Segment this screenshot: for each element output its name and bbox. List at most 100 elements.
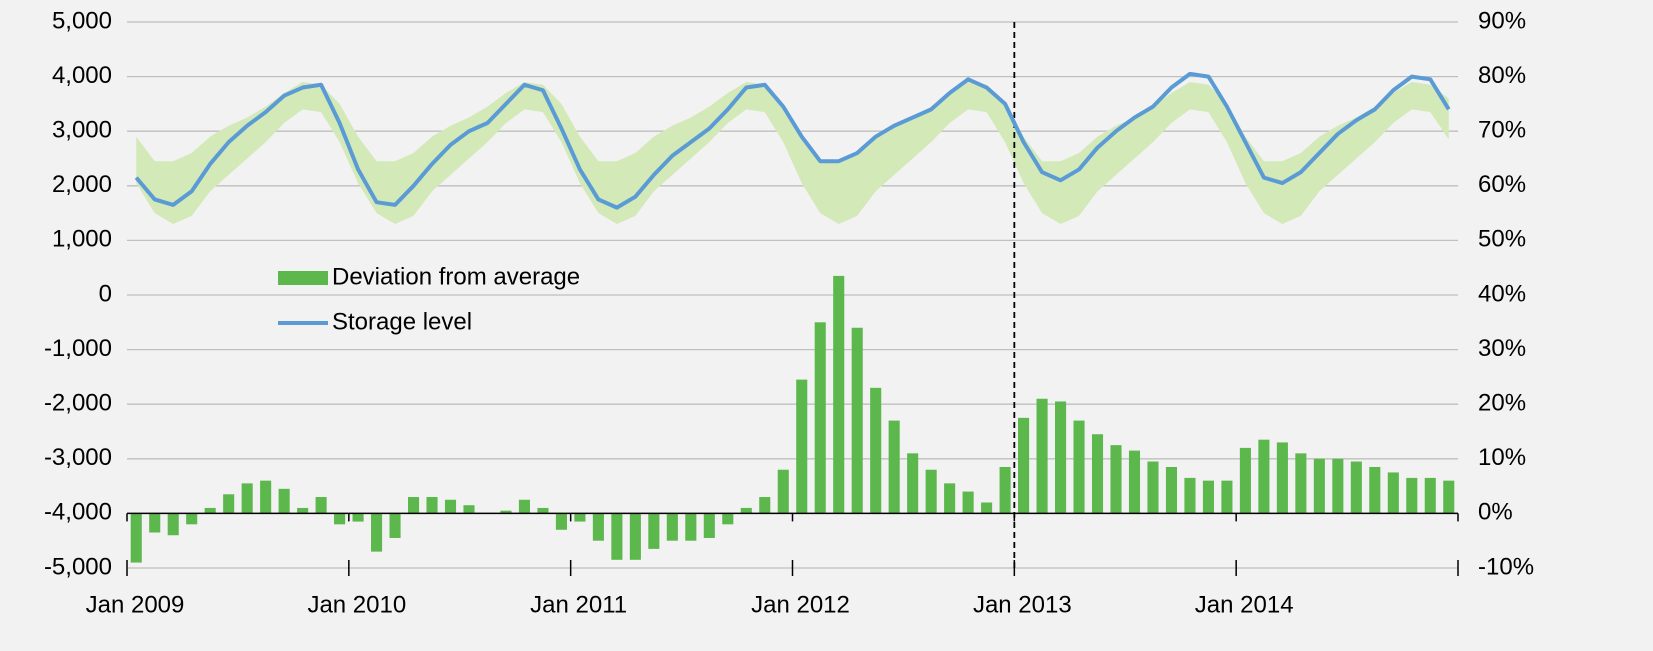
y-tick-label: 5,000	[52, 7, 112, 34]
legend-label: Deviation from average	[332, 263, 580, 290]
bar	[352, 513, 364, 522]
bar	[1036, 398, 1048, 514]
range-band	[136, 82, 1449, 225]
bar	[1239, 447, 1251, 514]
y-tick-label: 1,000	[52, 226, 112, 253]
y2-tick-label: 80%	[1478, 62, 1526, 89]
bar	[685, 513, 697, 541]
y-tick-label: 3,000	[52, 117, 112, 144]
bar	[1332, 458, 1344, 514]
bar	[1313, 458, 1325, 514]
y2-tick-label: 10%	[1478, 444, 1526, 471]
bar	[1443, 480, 1455, 514]
y2-tick-label: -10%	[1478, 553, 1534, 580]
bar	[592, 513, 604, 541]
bar	[1091, 434, 1104, 514]
y-tick-label: 4,000	[52, 62, 112, 89]
bar	[814, 322, 826, 514]
bar	[1073, 420, 1085, 514]
bar	[463, 505, 475, 514]
bar	[1369, 466, 1381, 514]
bar	[833, 275, 845, 514]
legend-label: Storage level	[332, 308, 472, 335]
bar	[777, 469, 789, 514]
bar	[981, 502, 993, 514]
bar	[962, 491, 974, 514]
bar	[999, 466, 1011, 514]
bar	[297, 507, 309, 514]
bar	[722, 513, 734, 525]
bar	[167, 513, 179, 536]
bar	[1295, 453, 1307, 514]
bar	[555, 513, 567, 530]
x-tick-label: Jan 2012	[751, 591, 850, 618]
y-tick-label: -5,000	[44, 553, 112, 580]
bar	[518, 499, 530, 514]
x-tick-label: Jan 2009	[86, 591, 185, 618]
bar	[944, 483, 956, 514]
y2-tick-label: 40%	[1478, 280, 1526, 307]
bar	[925, 469, 937, 514]
x-tick-label: Jan 2013	[973, 591, 1072, 618]
bar	[130, 513, 142, 563]
y-tick-label: 0	[99, 280, 112, 307]
y2-tick-label: 70%	[1478, 117, 1526, 144]
bar	[241, 483, 253, 514]
bar	[1221, 480, 1233, 514]
bar	[1387, 472, 1399, 514]
y2-tick-label: 20%	[1478, 390, 1526, 417]
bar	[1202, 480, 1214, 514]
bar	[1258, 439, 1270, 514]
y2-tick-label: 90%	[1478, 7, 1526, 34]
bar	[1147, 461, 1159, 514]
bar	[371, 513, 383, 552]
bar	[1424, 477, 1436, 514]
bar	[907, 453, 919, 514]
bar	[611, 513, 623, 560]
bar	[149, 513, 161, 533]
bar	[574, 513, 586, 522]
y-tick-label: -2,000	[44, 390, 112, 417]
y2-tick-label: 0%	[1478, 499, 1513, 526]
bar	[444, 499, 457, 514]
bar	[334, 513, 346, 525]
bar	[648, 513, 660, 549]
bar	[1350, 461, 1362, 514]
bar	[426, 497, 438, 514]
bar	[537, 507, 549, 514]
y-tick-label: -1,000	[44, 335, 112, 362]
bar	[500, 510, 512, 514]
bar	[666, 513, 678, 541]
x-tick-label: Jan 2014	[1195, 591, 1294, 618]
bar	[1276, 442, 1288, 514]
x-tick-label: Jan 2011	[530, 591, 627, 618]
bar	[315, 497, 327, 514]
bar	[389, 513, 401, 538]
bar	[1165, 466, 1178, 514]
bar	[204, 507, 216, 514]
bar	[888, 420, 900, 514]
bar	[260, 480, 272, 514]
y2-tick-label: 60%	[1478, 171, 1526, 198]
bar	[740, 507, 752, 514]
x-tick-label: Jan 2010	[307, 591, 406, 618]
bar	[1110, 445, 1122, 514]
storage-line	[134, 71, 1451, 210]
y-tick-label: -3,000	[44, 444, 112, 471]
y-tick-label: -4,000	[44, 499, 112, 526]
bar	[223, 494, 235, 514]
bar	[1128, 450, 1141, 514]
bar	[186, 513, 198, 525]
legend-swatch	[278, 271, 328, 285]
bar	[1184, 477, 1196, 514]
bar	[1018, 417, 1030, 514]
bar	[629, 513, 641, 560]
bar	[851, 327, 863, 514]
y2-tick-label: 50%	[1478, 226, 1526, 253]
bar	[759, 497, 771, 514]
y2-tick-label: 30%	[1478, 335, 1526, 362]
bar	[703, 513, 715, 538]
bar	[796, 379, 808, 514]
